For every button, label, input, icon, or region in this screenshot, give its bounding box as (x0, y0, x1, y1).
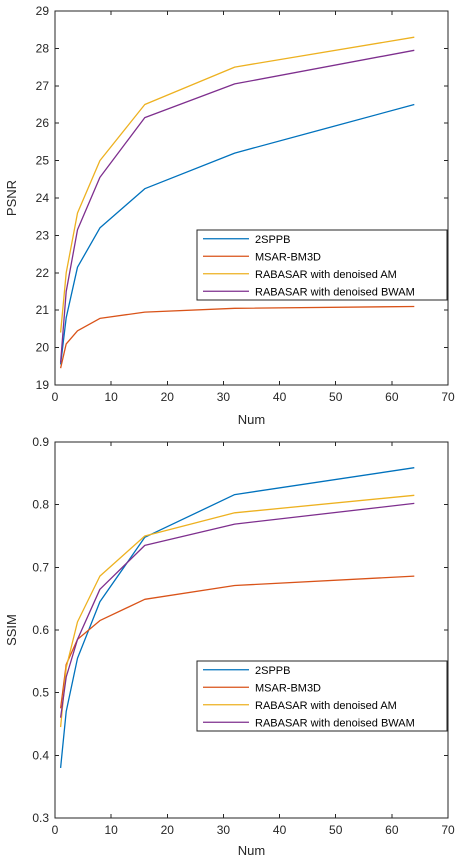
series-line-1 (59, 305, 415, 369)
y-tick-label: 0.8 (32, 498, 49, 512)
legend: 2SPPB MSAR-BM3D RABASAR with denoised AM RA… (196, 229, 448, 301)
series-line-0 (59, 103, 415, 365)
x-axis-label: Num (238, 843, 265, 858)
y-tick-label: 28 (36, 41, 50, 55)
y-tick-label: 24 (36, 191, 50, 205)
legend-entry-0: 2SPPB (255, 665, 290, 677)
y-tick-label: 0.9 (32, 435, 49, 449)
y-tick-label: 19 (36, 378, 50, 392)
x-tick-label: 10 (104, 390, 118, 404)
legend-entry-0: 2SPPB (255, 234, 290, 246)
x-tick-label: 60 (385, 823, 399, 837)
x-axis-label: Num (238, 412, 265, 427)
series-line-3 (59, 502, 415, 718)
y-tick-label: 26 (36, 116, 50, 130)
series-line-3 (59, 49, 415, 363)
x-tick-label: 0 (52, 390, 59, 404)
legend: 2SPPB MSAR-BM3D RABASAR with denoised AM RA… (196, 660, 448, 732)
x-tick-label: 20 (161, 823, 175, 837)
y-tick-label: 27 (36, 79, 50, 93)
series-line-1 (59, 575, 415, 709)
y-tick-label: 0.6 (32, 623, 49, 637)
legend-entry-3: RABASAR with denoised BWAM (255, 717, 415, 729)
y-axis-label: PSNR (4, 180, 19, 216)
series-line-2 (59, 494, 415, 728)
legend-entry-3: RABASAR with denoised BWAM (255, 286, 415, 298)
x-tick-label: 10 (104, 823, 118, 837)
x-tick-label: 50 (329, 823, 343, 837)
x-tick-label: 50 (329, 390, 343, 404)
x-tick-label: 0 (52, 823, 59, 837)
y-tick-label: 0.7 (32, 560, 49, 574)
y-tick-label: 21 (36, 303, 50, 317)
plot-area (55, 11, 448, 385)
y-tick-label: 25 (36, 154, 50, 168)
x-tick-label: 30 (217, 823, 231, 837)
y-axis-label: SSIM (4, 614, 19, 646)
ssim-chart: 0 10 20 30 40 50 60 70 0.3 0.4 0.5 0.6 0.7 0.8 0.9 Num S… (4, 435, 455, 858)
series-line-0 (59, 467, 415, 768)
x-tick-label: 40 (273, 390, 287, 404)
y-tick-label: 22 (36, 266, 50, 280)
x-tick-label: 30 (217, 390, 231, 404)
legend-entry-1: MSAR-BM3D (255, 682, 321, 694)
series-line-2 (59, 36, 415, 333)
y-tick-label: 0.4 (32, 748, 49, 762)
legend-entry-2: RABASAR with denoised AM (255, 269, 397, 281)
x-tick-label: 40 (273, 823, 287, 837)
legend-box (196, 229, 448, 301)
x-tick-label: 20 (161, 390, 175, 404)
psnr-chart: 0 10 20 30 40 50 60 70 19 20 21 22 23 24 25 26 27 28 29 Num… (4, 4, 455, 427)
legend-entry-2: RABASAR with denoised AM (255, 700, 397, 712)
y-tick-label: 0.5 (32, 686, 49, 700)
plot-area (55, 442, 448, 818)
y-tick-label: 20 (36, 341, 50, 355)
y-tick-label: 23 (36, 228, 50, 242)
legend-box (196, 660, 448, 732)
x-tick-label: 60 (385, 390, 399, 404)
x-tick-label: 70 (441, 823, 455, 837)
y-tick-label: 0.3 (32, 811, 49, 825)
x-tick-label: 70 (441, 390, 455, 404)
legend-entry-1: MSAR-BM3D (255, 251, 321, 263)
y-tick-label: 29 (36, 4, 50, 18)
